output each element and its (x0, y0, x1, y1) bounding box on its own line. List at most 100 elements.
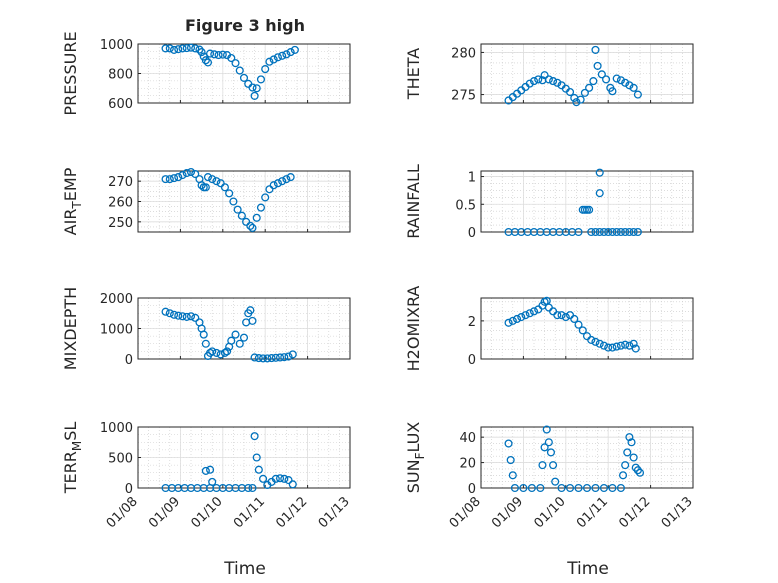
data-point (582, 483, 592, 493)
data-point (273, 53, 282, 62)
data-point (517, 313, 526, 322)
y-tick-label: 0.5 (455, 198, 476, 213)
data-point (273, 179, 282, 188)
data-point (201, 339, 210, 348)
data-point (174, 311, 183, 320)
data-point (186, 43, 196, 52)
data-point (572, 98, 581, 107)
data-point (220, 348, 229, 357)
data-point (599, 227, 609, 237)
data-point (608, 343, 617, 352)
y-tick-label: 260 (108, 196, 133, 211)
y-axis-label: PRESSURE (61, 31, 80, 115)
data-point (216, 179, 225, 188)
data-point (595, 168, 604, 177)
data-point (591, 337, 600, 346)
data-point (585, 83, 594, 92)
data-point (527, 483, 536, 493)
data-point (612, 342, 621, 351)
data-point (286, 48, 295, 57)
data-point (612, 74, 621, 83)
data-point (561, 313, 570, 322)
subplot-5: 0 1000 2000 MIXDEPTH (61, 287, 351, 370)
data-point (248, 316, 257, 325)
data-point (529, 77, 539, 86)
data-point (165, 309, 174, 318)
data-point (585, 205, 594, 214)
data-point (182, 312, 191, 321)
data-point (621, 461, 630, 470)
data-point (565, 483, 575, 493)
data-point (284, 352, 293, 361)
data-point (182, 44, 191, 53)
data-point (216, 350, 225, 359)
data-point (265, 185, 274, 194)
data-point (616, 483, 625, 493)
y-tick-label: 20 (459, 457, 476, 472)
data-point (508, 471, 517, 480)
y-axis-label: H2OMIXRA (404, 286, 423, 372)
data-point (235, 66, 244, 75)
data-point (521, 311, 530, 320)
data-point (553, 78, 562, 87)
data-point (275, 474, 285, 483)
data-point (280, 474, 289, 483)
y-tick-label: 1000 (100, 323, 133, 338)
data-point (246, 221, 255, 230)
data-point (570, 314, 579, 324)
data-point (263, 354, 272, 363)
data-point (512, 314, 522, 324)
data-point (174, 173, 183, 182)
data-point (574, 483, 583, 493)
axes-box (480, 426, 694, 489)
data-point (208, 175, 217, 184)
data-point (599, 341, 609, 350)
y-axis-label: RAINFALL (404, 164, 423, 239)
data-point (197, 181, 206, 190)
data-point (235, 339, 244, 348)
data-point (608, 227, 617, 237)
subplot-8: 0 20 40 SUNFLUX 01/08 01/09 01/10 01/11 01/12 01/… (404, 422, 696, 532)
data-point (280, 353, 289, 362)
y-axis-label: THETA (404, 48, 423, 100)
data-point (286, 173, 295, 182)
y-tick-label: 0 (468, 353, 476, 368)
data-point (282, 175, 291, 184)
data-point (602, 75, 611, 84)
subplot-6: 0 2 H2OMIXRA (404, 286, 694, 372)
data-point (239, 333, 249, 342)
data-point (252, 213, 261, 222)
data-point (252, 453, 261, 462)
data-point (201, 56, 210, 65)
data-point (261, 65, 270, 74)
data-point (633, 90, 642, 99)
data-point (201, 466, 210, 475)
scatter-series (161, 306, 297, 363)
data-point (284, 476, 293, 485)
subplot-7: 0 500 1000 TERRMSL 01/08 01/09 01/10 01/11 01/12… (61, 421, 353, 531)
data-point (254, 354, 263, 363)
data-point (212, 177, 221, 186)
data-point (625, 433, 634, 442)
data-point (161, 44, 170, 53)
data-point (288, 350, 297, 359)
data-point (587, 227, 596, 237)
data-point (591, 483, 600, 493)
data-point (220, 183, 229, 192)
data-point (231, 330, 240, 339)
x-tick-label: 01/08 (447, 494, 484, 531)
y-axis-label: AIRTEMP (61, 167, 84, 235)
scatter-series (161, 43, 299, 100)
data-point (233, 205, 242, 214)
data-point (525, 79, 534, 88)
data-point (635, 468, 645, 477)
y-tick-label: 800 (108, 68, 133, 83)
y-tick-label: 2000 (100, 292, 133, 307)
data-point (595, 227, 604, 237)
data-point (169, 174, 179, 183)
data-point (608, 87, 617, 96)
data-point (186, 312, 196, 321)
data-point (203, 173, 213, 182)
data-point (161, 307, 170, 316)
